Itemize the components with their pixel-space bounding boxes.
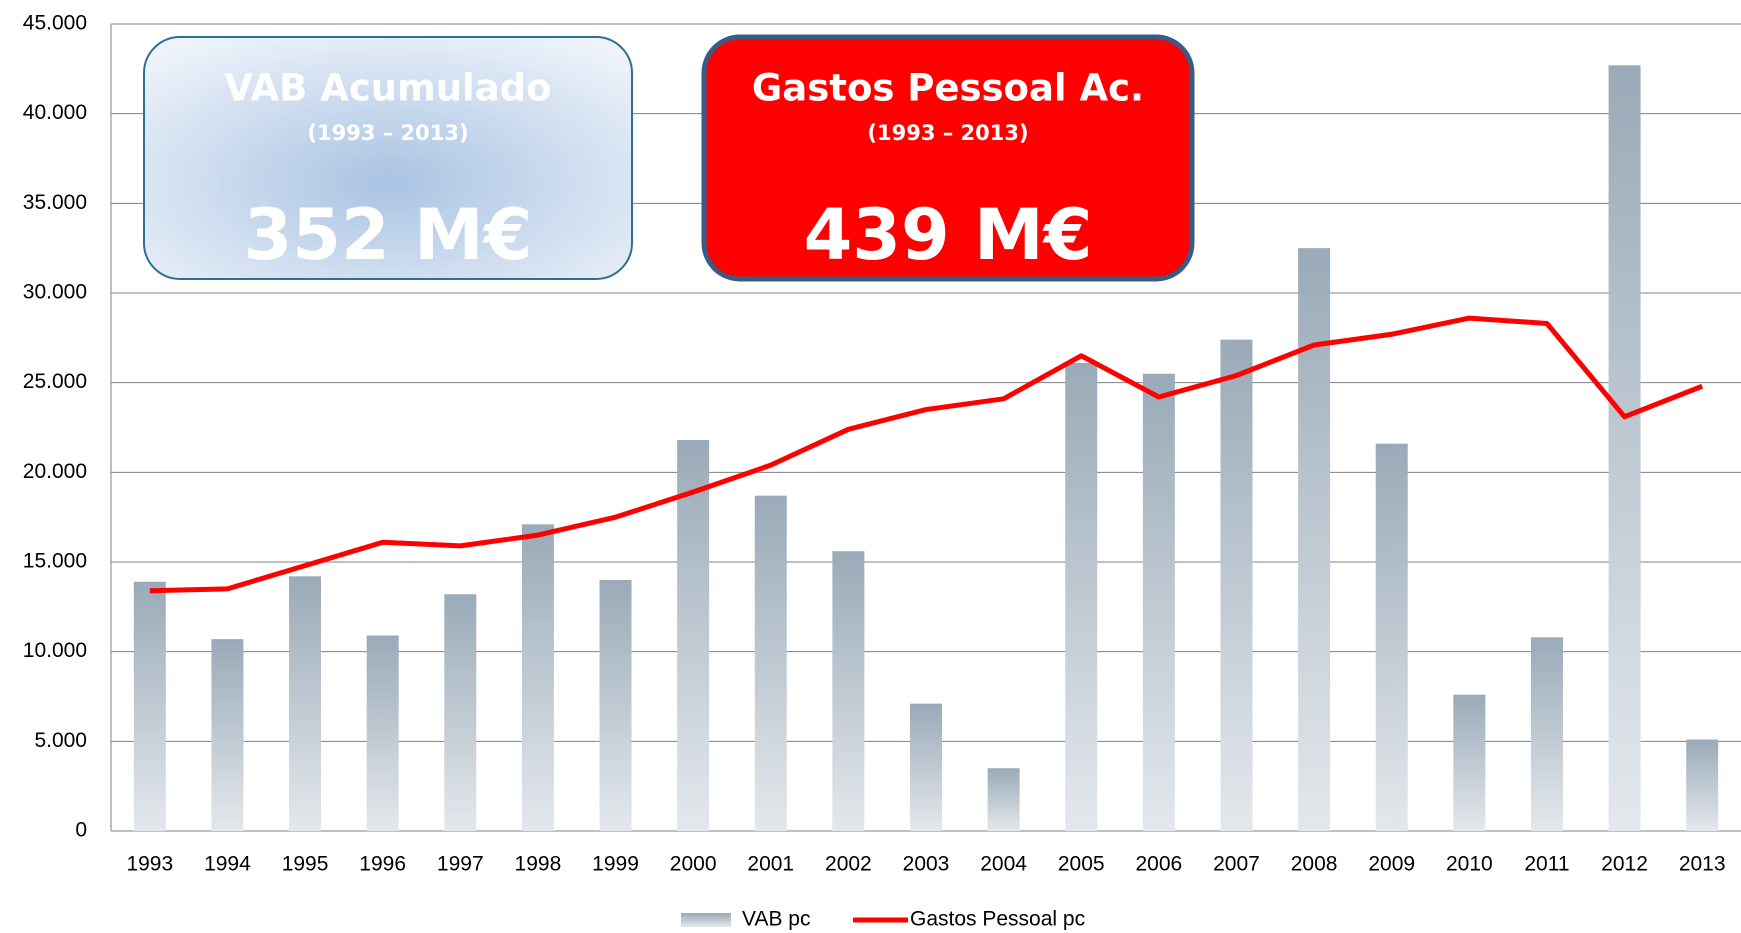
x-tick-label: 1998 bbox=[515, 853, 562, 876]
y-tick-label: 15.000 bbox=[23, 550, 87, 573]
annotation-value: 352 M€ bbox=[244, 194, 533, 276]
bar bbox=[1142, 373, 1175, 831]
bar bbox=[754, 495, 787, 831]
annotation-title: VAB Acumulado bbox=[224, 67, 551, 110]
bar bbox=[1686, 739, 1719, 831]
bar bbox=[832, 551, 865, 831]
x-tick-label: 2010 bbox=[1446, 853, 1493, 876]
y-tick-label: 5.000 bbox=[34, 729, 87, 752]
annotation-subtitle: (1993 – 2013) bbox=[307, 121, 468, 145]
x-tick-label: 2002 bbox=[825, 853, 872, 876]
bar bbox=[1453, 694, 1486, 831]
legend-label: VAB pc bbox=[742, 908, 810, 931]
bar bbox=[1220, 339, 1253, 831]
x-tick-label: 2009 bbox=[1368, 853, 1415, 876]
y-tick-label: 35.000 bbox=[23, 191, 87, 214]
x-tick-label: 1995 bbox=[282, 853, 329, 876]
bar bbox=[521, 524, 554, 831]
bar bbox=[133, 581, 166, 831]
bar bbox=[1375, 443, 1408, 831]
annotation-title: Gastos Pessoal Ac. bbox=[752, 67, 1144, 110]
bar bbox=[444, 594, 477, 831]
y-tick-label: 40.000 bbox=[23, 101, 87, 124]
bar bbox=[1065, 362, 1098, 831]
bar bbox=[366, 635, 399, 831]
x-tick-label: 2007 bbox=[1213, 853, 1260, 876]
annotation-box bbox=[701, 34, 1195, 282]
x-tick-label: 1997 bbox=[437, 853, 484, 876]
x-tick-label: 2004 bbox=[980, 853, 1027, 876]
bar bbox=[1608, 65, 1641, 832]
bar bbox=[289, 576, 322, 831]
line bbox=[149, 315, 1704, 594]
y-tick-label: 20.000 bbox=[23, 460, 87, 483]
legend-swatch bbox=[681, 913, 731, 927]
y-tick-label: 25.000 bbox=[23, 370, 87, 393]
bar bbox=[1530, 637, 1563, 831]
x-tick-label: 2003 bbox=[903, 853, 950, 876]
y-tick-label: 0 bbox=[75, 819, 87, 842]
x-tick-label: 1996 bbox=[359, 853, 406, 876]
annotation-subtitle: (1993 – 2013) bbox=[867, 121, 1028, 145]
y-tick-label: 45.000 bbox=[23, 12, 87, 35]
y-tick-label: 10.000 bbox=[23, 639, 87, 662]
x-tick-label: 1994 bbox=[204, 853, 251, 876]
legend-label: Gastos Pessoal pc bbox=[910, 908, 1085, 931]
y-tick-label: 30.000 bbox=[23, 281, 87, 304]
annotation-value: 439 M€ bbox=[804, 194, 1093, 276]
x-tick-label: 2008 bbox=[1291, 853, 1338, 876]
x-tick-label: 1993 bbox=[126, 853, 173, 876]
bar bbox=[211, 639, 244, 831]
x-tick-label: 2001 bbox=[747, 853, 794, 876]
x-tick-label: 2005 bbox=[1058, 853, 1105, 876]
bar bbox=[599, 579, 632, 831]
bar bbox=[910, 703, 942, 831]
x-tick-label: 2006 bbox=[1135, 853, 1182, 876]
bar bbox=[987, 768, 1020, 831]
x-tick-label: 2000 bbox=[670, 853, 717, 876]
bar bbox=[677, 440, 710, 831]
x-tick-label: 1999 bbox=[592, 853, 639, 876]
x-tick-label: 2011 bbox=[1524, 853, 1569, 876]
x-tick-label: 2012 bbox=[1601, 853, 1648, 876]
annotation-box bbox=[143, 36, 633, 280]
x-tick-label: 2013 bbox=[1679, 853, 1726, 876]
bar bbox=[1298, 248, 1331, 831]
